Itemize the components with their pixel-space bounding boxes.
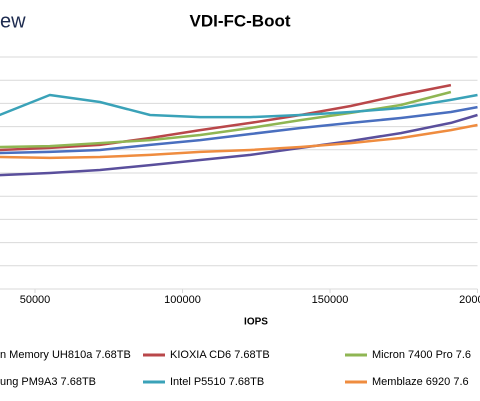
x-tick-label: 150000	[312, 294, 349, 306]
x-axis-label: IOPS	[244, 317, 268, 328]
logo: ew	[0, 10, 26, 32]
series-line	[0, 83, 452, 152]
legend-label: n Memory UH810a 7.68TB	[0, 349, 131, 361]
x-tick-label: 50000	[20, 294, 51, 306]
series-line	[0, 113, 478, 177]
x-tick-label: 200000	[459, 294, 480, 306]
series-line	[0, 123, 478, 160]
legend-label: Micron 7400 Pro 7.6	[372, 349, 471, 361]
chart-title: VDI-FC-Boot	[189, 11, 290, 30]
legend-label: Intel P5510 7.68TB	[170, 376, 264, 388]
series-line	[0, 93, 478, 119]
series-line	[0, 105, 478, 155]
x-tick-label: 100000	[164, 294, 201, 306]
legend-label: Memblaze 6920 7.6	[372, 376, 469, 388]
legend-label: ung PM9A3 7.68TB	[0, 376, 96, 388]
legend-label: KIOXIA CD6 7.68TB	[170, 349, 270, 361]
